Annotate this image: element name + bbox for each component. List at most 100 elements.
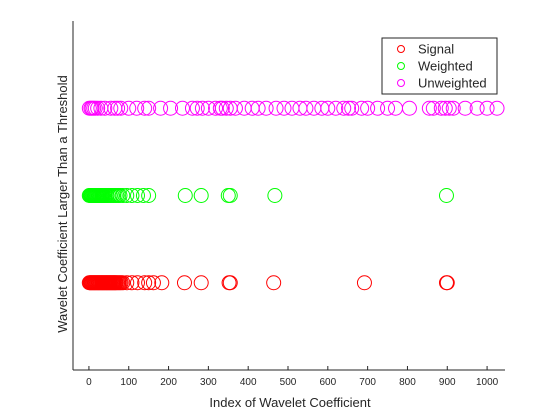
plot-area	[81, 100, 505, 291]
data-point-unweighted	[258, 100, 274, 116]
x-tick-label: 100	[120, 377, 137, 388]
data-point-unweighted	[107, 100, 123, 116]
data-point-unweighted	[121, 100, 137, 116]
data-point-weighted	[222, 188, 238, 203]
x-axis-label: Index of Wavelet Coefficient	[209, 395, 371, 410]
data-point-weighted	[193, 188, 209, 203]
data-point-unweighted	[370, 100, 386, 116]
data-point-unweighted	[110, 100, 126, 116]
data-point-signal	[145, 275, 161, 291]
data-point-unweighted	[489, 100, 505, 116]
data-point-unweighted	[320, 100, 336, 116]
data-point-unweighted	[445, 100, 461, 116]
x-tick-label: 700	[359, 377, 376, 388]
x-tick-label: 200	[160, 377, 177, 388]
data-point-unweighted	[284, 100, 300, 116]
data-point-unweighted	[244, 100, 260, 116]
data-point-weighted	[130, 188, 145, 203]
data-point-unweighted	[344, 100, 360, 116]
legend-marker-weighted	[397, 62, 405, 70]
legend-box	[381, 37, 498, 95]
data-point-signal	[124, 275, 140, 291]
x-tick-label: 600	[319, 377, 336, 388]
data-point-weighted	[141, 188, 157, 203]
y-axis-label: Wavelet Coefficient Larger Than a Thresh…	[55, 75, 70, 333]
legend-marker-signal	[397, 45, 405, 53]
series-unweighted	[81, 100, 505, 116]
data-point-unweighted	[129, 100, 145, 116]
data-point-unweighted	[268, 100, 284, 116]
data-point-signal	[130, 275, 145, 291]
x-tick-label: 900	[439, 377, 456, 388]
data-point-signal	[154, 275, 170, 291]
data-point-weighted	[438, 188, 454, 203]
data-point-weighted	[112, 188, 128, 203]
data-point-unweighted	[388, 100, 404, 116]
data-point-unweighted	[425, 100, 441, 116]
data-point-signal	[176, 275, 192, 291]
data-point-unweighted	[250, 100, 266, 116]
data-point-unweighted	[306, 100, 322, 116]
series-signal	[81, 275, 455, 291]
data-point-signal	[193, 275, 209, 291]
data-point-unweighted	[208, 100, 224, 116]
data-point-signal	[266, 275, 282, 291]
data-point-unweighted	[103, 100, 119, 116]
x-tick-label: 0	[86, 377, 92, 388]
data-point-unweighted	[457, 100, 473, 116]
data-point-unweighted	[328, 100, 344, 116]
data-point-unweighted	[174, 100, 190, 116]
data-point-unweighted	[314, 100, 330, 116]
data-point-unweighted	[401, 100, 417, 116]
data-point-unweighted	[137, 100, 153, 116]
data-point-weighted	[135, 188, 151, 203]
data-point-signal	[438, 275, 454, 291]
data-point-unweighted	[437, 100, 453, 116]
data-point-unweighted	[469, 100, 485, 116]
data-point-signal	[141, 275, 157, 291]
x-tick-label: 300	[200, 377, 217, 388]
data-point-unweighted	[298, 100, 314, 116]
data-point-weighted	[177, 188, 193, 203]
data-point-weighted	[119, 188, 135, 203]
data-point-signal	[356, 275, 372, 291]
data-point-unweighted	[214, 100, 230, 116]
data-point-unweighted	[194, 100, 210, 116]
data-point-signal	[137, 275, 153, 291]
data-point-unweighted	[421, 100, 437, 116]
data-point-unweighted	[336, 100, 352, 116]
data-point-unweighted	[90, 100, 106, 116]
data-point-unweighted	[292, 100, 308, 116]
data-point-unweighted	[184, 100, 200, 116]
x-axis: 0 100 200 300 400 500 600 700 800 900 1000	[73, 366, 505, 388]
data-point-signal	[115, 275, 131, 291]
data-point-unweighted	[141, 100, 157, 116]
legend-label-signal: Signal	[418, 42, 454, 57]
data-point-unweighted	[433, 100, 449, 116]
legend-marker-unweighted	[397, 79, 405, 87]
data-point-unweighted	[97, 100, 113, 116]
data-point-signal	[222, 275, 238, 291]
data-point-unweighted	[153, 100, 169, 116]
data-point-signal	[221, 275, 237, 291]
legend-label-unweighted: Unweighted	[418, 76, 487, 91]
data-point-unweighted	[380, 100, 396, 116]
data-point-weighted	[115, 188, 131, 203]
x-tick-label: 500	[280, 377, 297, 388]
data-point-unweighted	[341, 100, 357, 116]
data-point-weighted	[267, 188, 283, 203]
data-point-unweighted	[236, 100, 252, 116]
data-point-unweighted	[354, 100, 370, 116]
legend: Signal Weighted Unweighted	[381, 37, 498, 95]
data-point-unweighted	[227, 100, 243, 116]
x-tick-label: 1000	[476, 377, 499, 388]
data-point-unweighted	[189, 100, 205, 116]
data-point-unweighted	[479, 100, 495, 116]
data-point-unweighted	[218, 100, 234, 116]
data-point-signal	[119, 275, 135, 291]
data-point-signal	[439, 275, 455, 291]
series-weighted	[81, 188, 454, 203]
data-point-weighted	[124, 188, 140, 203]
data-point-unweighted	[163, 100, 179, 116]
